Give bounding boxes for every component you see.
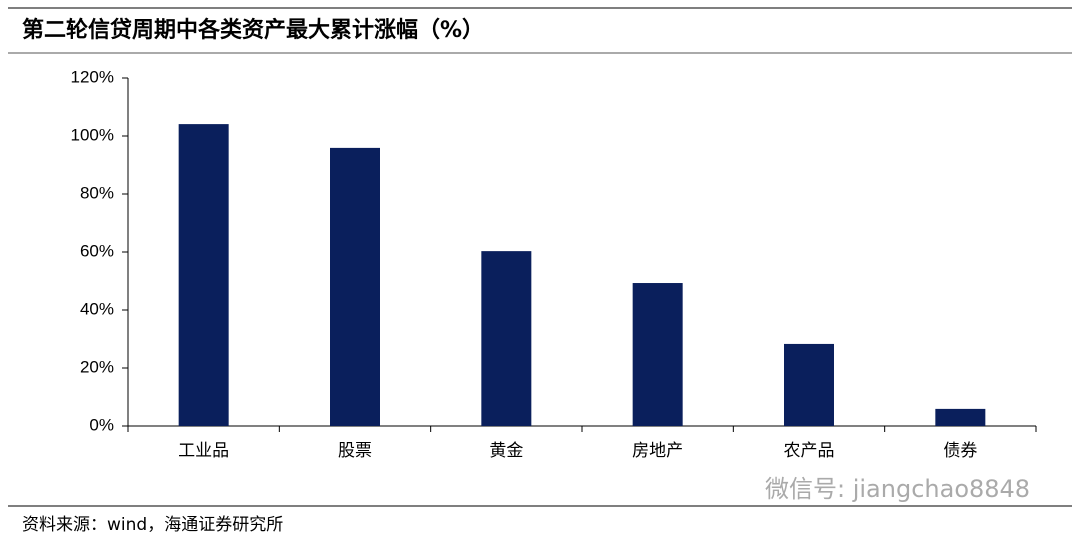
bar <box>632 283 683 426</box>
x-tick-label: 股票 <box>338 441 372 461</box>
watermark: 微信号: jiangchao8848 <box>765 475 1030 503</box>
source-note: 资料来源：wind，海通证券研究所 <box>22 515 283 535</box>
y-tick-label: 100% <box>71 125 114 144</box>
x-tick-label: 黄金 <box>489 441 523 461</box>
bar <box>481 251 532 426</box>
y-tick-label: 20% <box>80 357 114 376</box>
bar <box>935 408 986 426</box>
chart-title: 第二轮信贷周期中各类资产最大累计涨幅（%） <box>22 17 484 43</box>
y-tick-label: 60% <box>80 241 114 260</box>
bar <box>784 343 834 426</box>
y-tick-label: 120% <box>71 67 114 86</box>
x-tick-label: 房地产 <box>632 441 683 461</box>
y-tick-label: 40% <box>80 299 114 318</box>
x-tick-label: 债券 <box>943 441 977 461</box>
y-tick-label: 0% <box>89 415 114 434</box>
bar <box>178 124 229 427</box>
bar <box>330 147 380 426</box>
x-tick-label: 工业品 <box>178 441 229 461</box>
x-tick-label: 农产品 <box>784 441 835 461</box>
y-tick-label: 80% <box>80 183 114 202</box>
